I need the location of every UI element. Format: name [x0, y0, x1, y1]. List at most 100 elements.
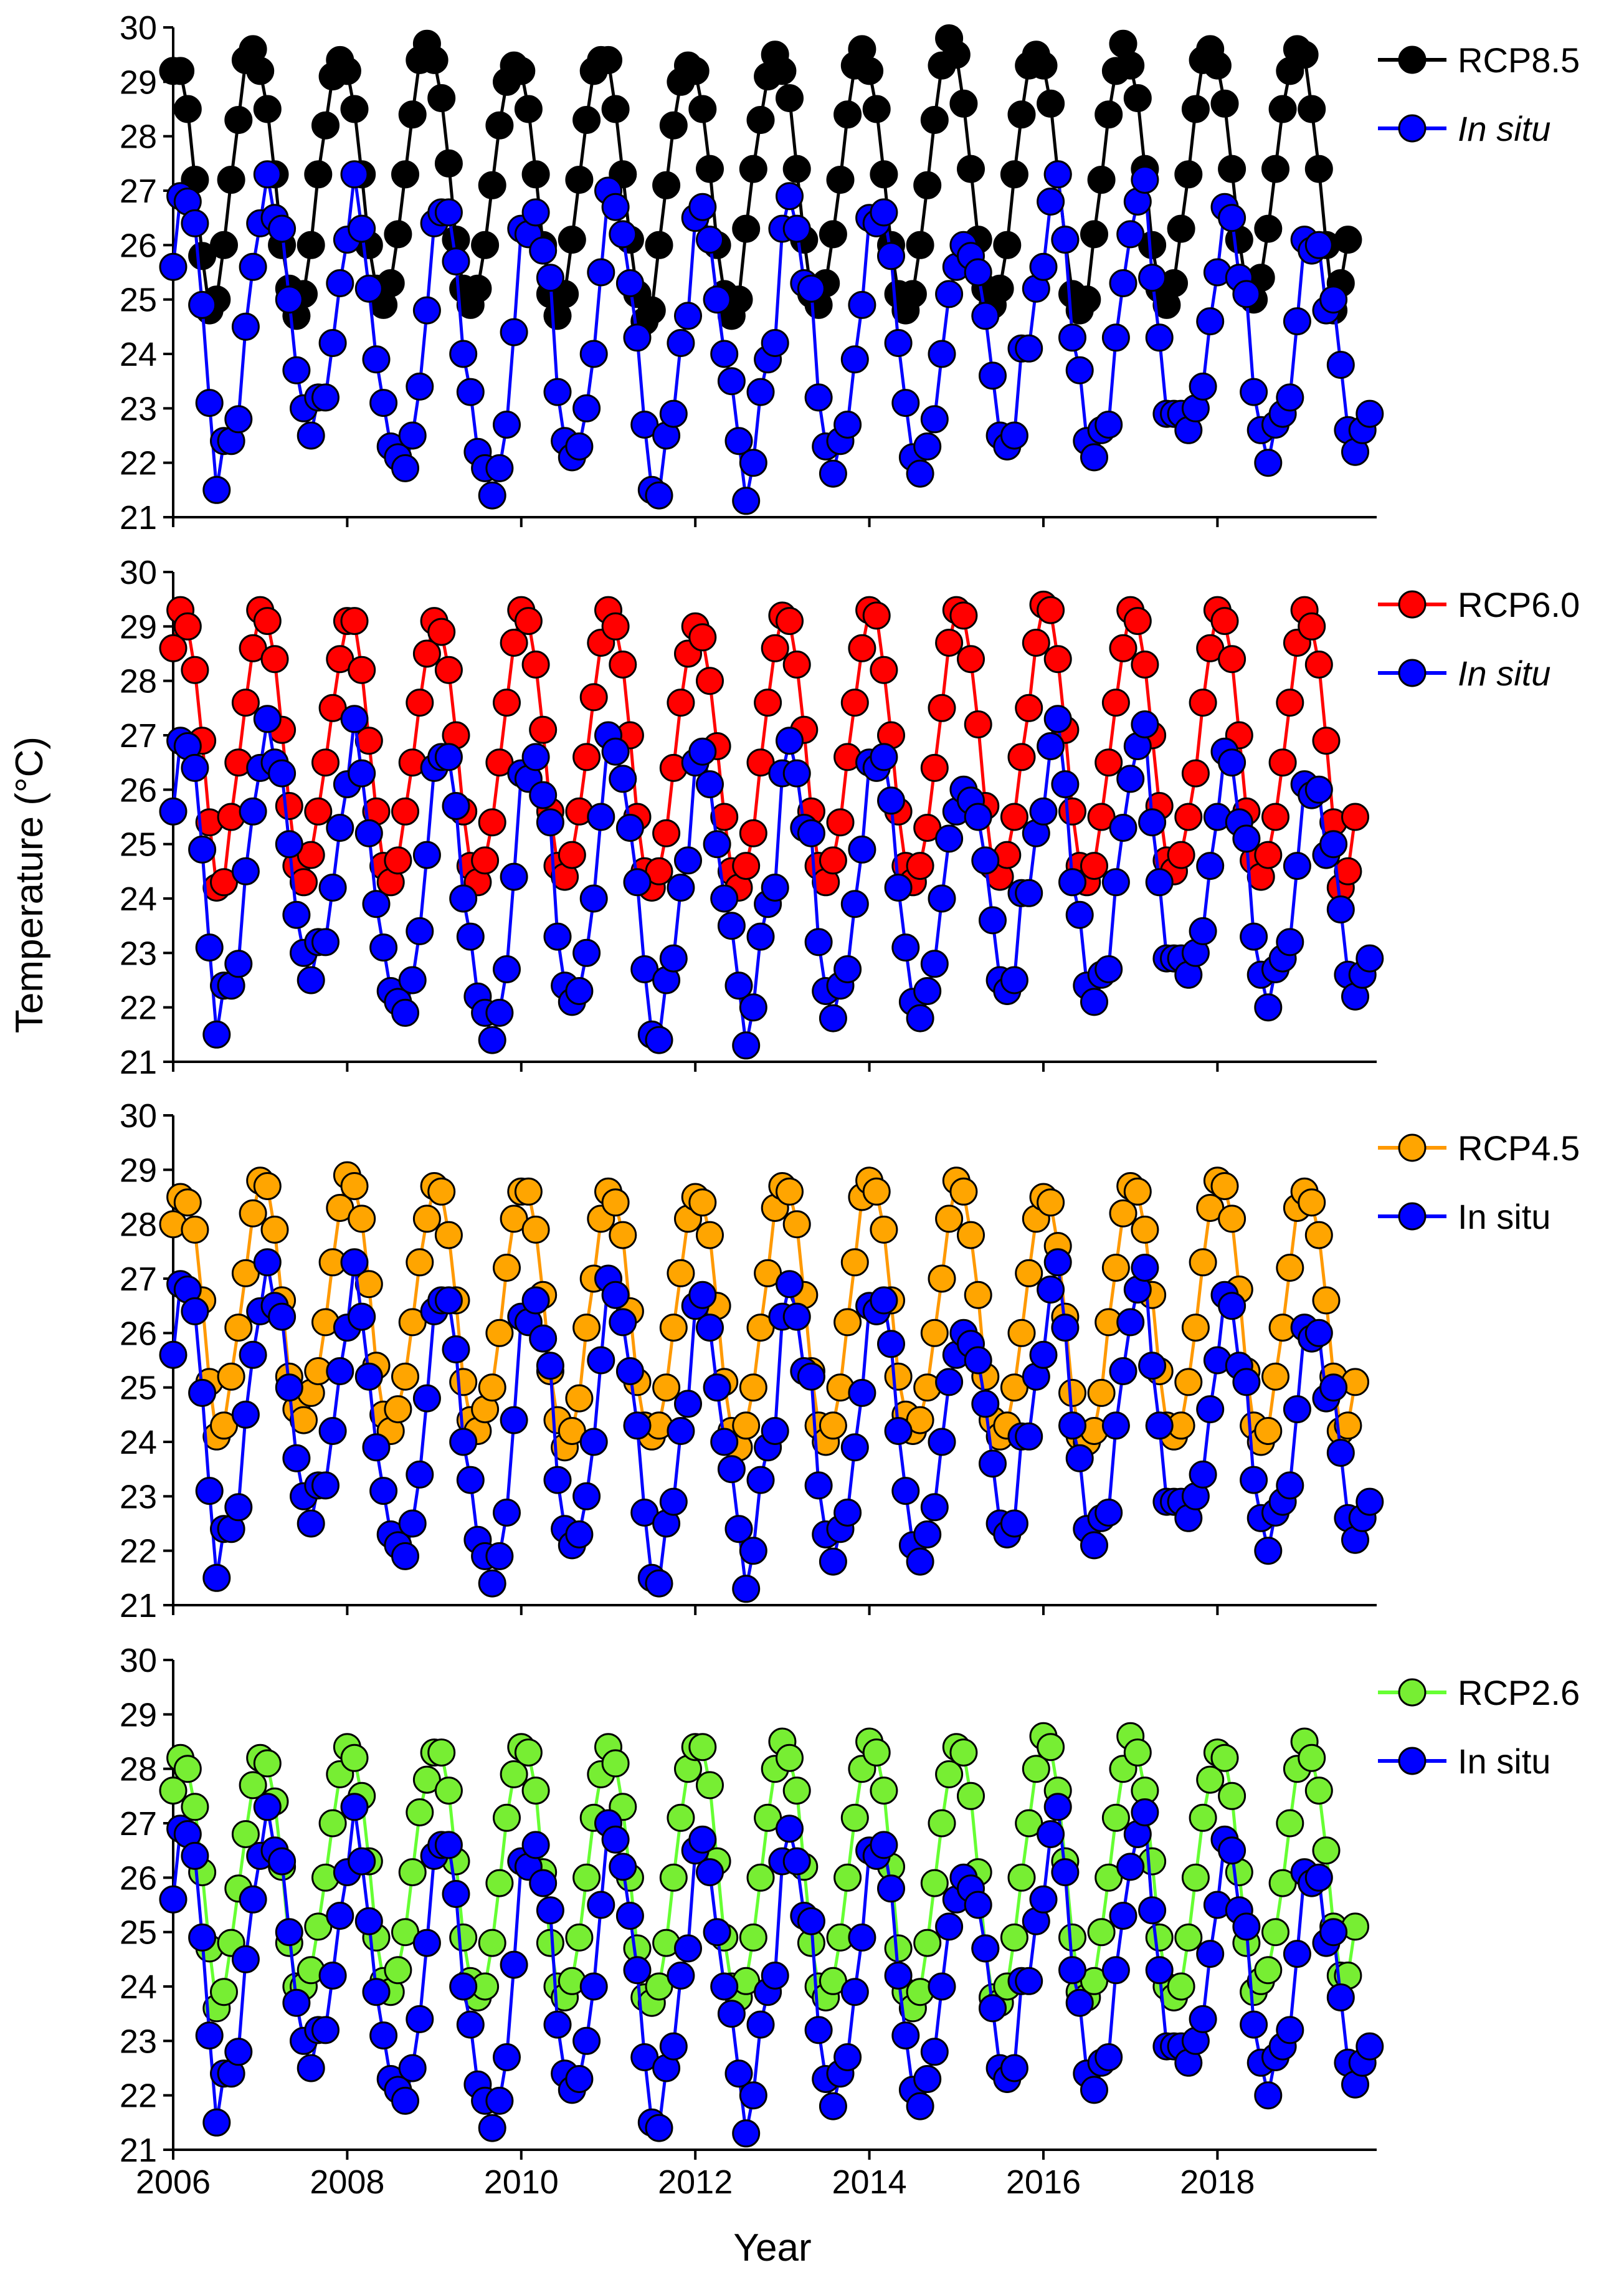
- data-point-rcp60: [710, 803, 739, 831]
- legend-marker: [1398, 659, 1427, 687]
- data-point-in_situ: [979, 361, 1007, 390]
- y-tick-label: 30: [120, 9, 157, 47]
- data-point-in_situ: [1189, 917, 1217, 945]
- data-point-rcp60: [290, 868, 318, 897]
- data-point-in_situ: [615, 269, 644, 297]
- y-tick-label: 24: [120, 1424, 157, 1461]
- data-point-rcp26: [1101, 1803, 1130, 1832]
- data-point-in_situ: [1080, 2076, 1108, 2104]
- data-point-in_situ: [391, 1542, 419, 1570]
- data-point-rcp85: [645, 231, 673, 259]
- data-point-rcp60: [819, 846, 847, 875]
- data-point-rcp85: [224, 106, 253, 134]
- data-point-in_situ: [1304, 1863, 1333, 1892]
- data-point-in_situ: [1304, 1319, 1333, 1347]
- data-point-in_situ: [529, 236, 558, 265]
- data-point-rcp45: [1218, 1204, 1246, 1233]
- y-tick-label: 24: [120, 1968, 157, 2006]
- data-point-in_situ: [1051, 770, 1080, 799]
- data-point-in_situ: [1043, 705, 1072, 733]
- data-point-in_situ: [913, 977, 942, 1005]
- data-point-in_situ: [724, 427, 753, 455]
- data-point-rcp60: [1131, 651, 1159, 679]
- data-point-in_situ: [623, 1956, 652, 1985]
- y-tick-label: 27: [120, 717, 157, 755]
- data-point-in_situ: [1037, 1820, 1065, 1848]
- data-point-in_situ: [318, 1962, 347, 1990]
- data-point-in_situ: [195, 2021, 224, 2050]
- data-point-in_situ: [913, 1520, 942, 1548]
- data-point-in_situ: [500, 318, 528, 346]
- data-point-rcp85: [1261, 155, 1289, 183]
- data-point-in_situ: [326, 1357, 354, 1385]
- data-point-in_situ: [667, 1417, 695, 1445]
- data-point-rcp26: [1087, 1918, 1116, 1947]
- data-point-rcp60: [906, 852, 934, 880]
- data-point-rcp45: [493, 1254, 521, 1282]
- data-point-rcp85: [1210, 89, 1239, 118]
- data-point-rcp45: [1334, 1411, 1362, 1440]
- data-point-in_situ: [493, 2043, 521, 2071]
- data-point-rcp85: [1116, 51, 1145, 80]
- data-point-in_situ: [776, 1270, 804, 1299]
- data-point-rcp26: [253, 1749, 282, 1778]
- y-tick-label: 26: [120, 1315, 157, 1352]
- data-point-in_situ: [971, 1934, 1000, 1963]
- data-point-rcp26: [478, 1929, 506, 1957]
- data-point-in_situ: [659, 399, 688, 428]
- data-point-in_situ: [696, 1858, 724, 1887]
- data-point-in_situ: [609, 1853, 637, 1881]
- data-point-in_situ: [159, 252, 188, 281]
- data-point-in_situ: [819, 2092, 847, 2120]
- data-point-in_situ: [268, 214, 297, 243]
- data-point-rcp60: [1341, 803, 1369, 831]
- data-point-rcp60: [1022, 629, 1050, 657]
- data-point-rcp45: [521, 1215, 550, 1244]
- data-point-in_situ: [804, 1471, 833, 1500]
- data-point-in_situ: [159, 797, 188, 826]
- y-tick-label: 23: [120, 390, 157, 427]
- data-point-in_situ: [268, 759, 297, 788]
- data-point-rcp60: [667, 689, 695, 717]
- data-point-rcp85: [166, 57, 195, 85]
- data-point-in_situ: [442, 1880, 470, 1908]
- data-point-in_situ: [703, 830, 731, 859]
- data-point-rcp45: [449, 1368, 478, 1396]
- data-point-rcp45: [478, 1373, 506, 1402]
- data-point-in_situ: [1232, 1912, 1261, 1941]
- data-point-rcp26: [840, 1803, 869, 1832]
- data-point-in_situ: [587, 1346, 615, 1375]
- data-point-in_situ: [311, 2016, 340, 2044]
- data-point-in_situ: [521, 1831, 550, 1859]
- legend-label: In situ: [1458, 1742, 1550, 1781]
- data-point-in_situ: [782, 214, 811, 243]
- data-point-in_situ: [877, 1874, 905, 1903]
- data-point-in_situ: [870, 1286, 898, 1315]
- y-tick-label: 26: [120, 1859, 157, 1897]
- data-point-in_situ: [572, 938, 601, 967]
- data-point-in_situ: [746, 1466, 775, 1494]
- data-point-in_situ: [1015, 879, 1043, 907]
- data-point-in_situ: [717, 2000, 746, 2028]
- data-point-in_situ: [224, 1493, 253, 1522]
- data-point-rcp45: [340, 1172, 369, 1200]
- data-point-in_situ: [870, 1831, 898, 1859]
- data-point-rcp45: [412, 1204, 441, 1233]
- data-point-in_situ: [565, 1520, 594, 1548]
- data-point-in_situ: [971, 846, 1000, 875]
- data-point-in_situ: [275, 285, 303, 314]
- data-point-in_situ: [1109, 269, 1137, 297]
- data-point-rcp85: [746, 106, 775, 134]
- data-point-in_situ: [485, 454, 514, 482]
- data-point-rcp85: [898, 280, 927, 308]
- y-tick-label: 25: [120, 282, 157, 319]
- data-point-rcp45: [659, 1314, 688, 1342]
- data-point-in_situ: [268, 1302, 297, 1331]
- legend-label: In situ: [1458, 1197, 1550, 1236]
- legend-marker: [1398, 1202, 1427, 1231]
- data-point-rcp45: [652, 1373, 681, 1402]
- data-point-in_situ: [1000, 2054, 1028, 2082]
- data-point-in_situ: [1101, 868, 1130, 897]
- data-point-in_situ: [1138, 808, 1167, 837]
- y-tick-label: 21: [120, 2132, 157, 2169]
